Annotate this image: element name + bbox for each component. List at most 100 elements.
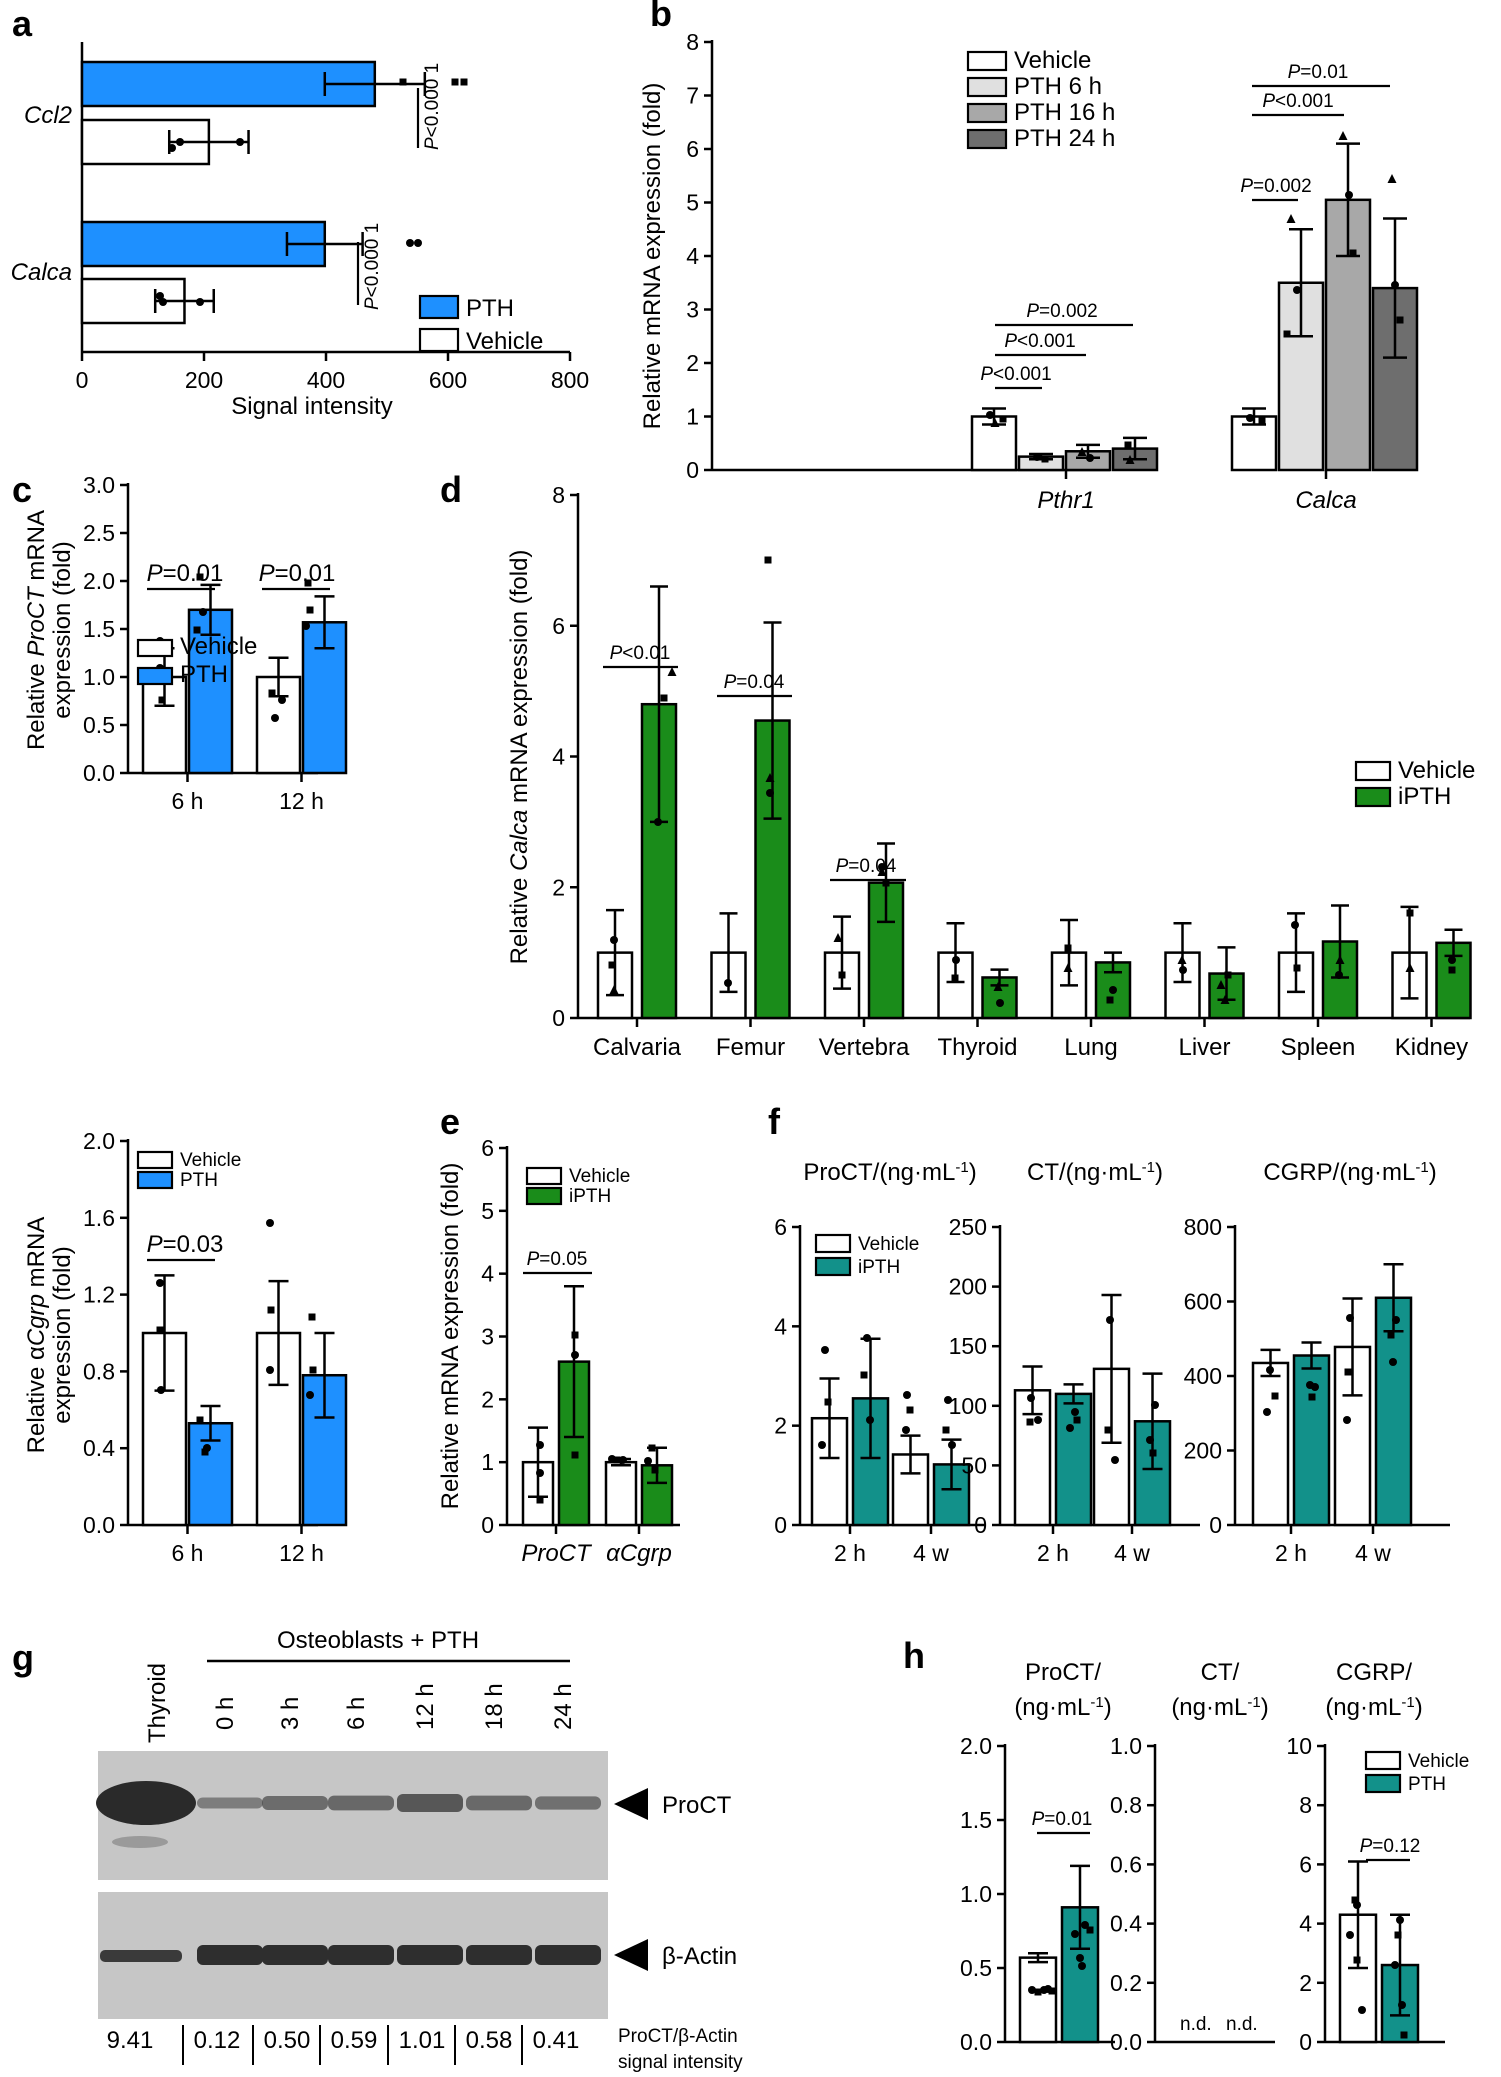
- b-legend-2-label: PTH 16 h: [1014, 99, 1115, 126]
- e-y-axis-title: Relative mRNA expression (fold): [437, 1163, 464, 1510]
- g-ratio-label-1: ProCT/β-Actin: [618, 2026, 738, 2047]
- a-p-value: P<0.000 1: [422, 63, 443, 150]
- d-data-point: [882, 879, 890, 887]
- f-data-point: [863, 1334, 871, 1342]
- d-category-label: Kidney: [1395, 1034, 1468, 1061]
- f-legend-vehicle-label: Vehicle: [858, 1234, 919, 1255]
- b-legend-2-swatch: [966, 102, 1008, 124]
- panel-f: f 0 2 4 6 2 h 4 w ProCT/(ng·mL-1) 0 50 100 150 200 25…: [768, 1101, 1450, 1566]
- h2-y-tick-label: 0.2: [1110, 1970, 1142, 1996]
- c2-data-point: [196, 1416, 204, 1424]
- c2-sig-1-label: P=0.03: [147, 1231, 224, 1258]
- f-data-point: [818, 1441, 826, 1449]
- h2-y-tick-label: 0.8: [1110, 1792, 1142, 1818]
- b-y-tick-label: 0: [686, 457, 699, 483]
- h-data-point: [1048, 1987, 1056, 1995]
- f3-y-tick-label: 200: [1184, 1438, 1222, 1464]
- f-legend-ipth-label: iPTH: [858, 1257, 900, 1278]
- h-data-point: [1398, 2001, 1406, 2009]
- f2-y-tick-label: 250: [949, 1214, 987, 1240]
- e-y-tick-label: 3: [481, 1324, 494, 1350]
- a-data-point: [451, 78, 459, 86]
- d-data-point: [610, 936, 618, 944]
- f-data-point: [1392, 1316, 1400, 1324]
- g-band-actin: [535, 1945, 601, 1965]
- c1-data-point: [306, 606, 314, 614]
- f-data-point: [1026, 1418, 1034, 1426]
- f-data-point: [1344, 1368, 1352, 1376]
- h2-nd-vehicle: n.d.: [1180, 2014, 1212, 2035]
- g-ratio-value: 0.12: [194, 2027, 241, 2054]
- f-data-point: [1266, 1366, 1274, 1374]
- d-y-tick-label: 8: [552, 482, 565, 508]
- c2-legend-vehicle-swatch: [136, 1150, 174, 1170]
- f2-y-tick-label: 50: [961, 1452, 987, 1478]
- d-data-point: [1179, 966, 1187, 974]
- c1-y-tick-label: 0.5: [83, 712, 115, 738]
- f2-category-label: 4 w: [1114, 1540, 1150, 1566]
- b-y-tick-label: 5: [686, 190, 699, 216]
- d-legend-ipth-label: iPTH: [1398, 783, 1451, 810]
- e-data-point: [613, 1456, 621, 1464]
- h2-title-2: (ng·mL-1): [1171, 1694, 1268, 1722]
- b-data-point: [1246, 414, 1254, 422]
- f-data-point: [1066, 1424, 1074, 1432]
- d-y-tick-label: 4: [552, 744, 565, 770]
- c1-y-tick-label: 3.0: [83, 472, 115, 498]
- c2-y-tick-label: 0.0: [83, 1512, 115, 1538]
- g-lane-label: Thyroid: [144, 1663, 171, 1743]
- h-data-point: [1034, 1988, 1042, 1996]
- g-band-label-actin: β-Actin: [662, 1943, 737, 1970]
- c2-legend-pth-label: PTH: [180, 1170, 218, 1191]
- e-category-label: αCgrp: [606, 1540, 672, 1567]
- d-data-point: [1293, 964, 1301, 972]
- a-legend-pth-swatch: [418, 294, 460, 320]
- d-sig-1-label: P<0.01: [610, 643, 671, 664]
- c1-data-point: [199, 608, 207, 616]
- d-data-point: [877, 867, 887, 876]
- f1-category-label: 2 h: [834, 1540, 866, 1566]
- h-data-point: [1351, 1896, 1359, 1904]
- a-bar-pth-calca: [80, 220, 327, 268]
- panel-letter: g: [12, 1637, 34, 1678]
- a-category-label: Calca: [11, 259, 72, 286]
- h1-y-tick-label: 0.5: [960, 1955, 992, 1981]
- c2-y-tick-label: 0.4: [83, 1435, 115, 1461]
- h-data-point: [1078, 1962, 1086, 1970]
- f2-y-tick-label: 200: [949, 1274, 987, 1300]
- h3-title-2: (ng·mL-1): [1325, 1694, 1422, 1722]
- h1-y-tick-label: 0.0: [960, 2029, 992, 2055]
- b-data-point: [1293, 286, 1301, 294]
- h-data-point: [1028, 1986, 1036, 1994]
- d-data-point: [1335, 971, 1343, 979]
- panel-c-bottom: 0.0 0.4 0.8 1.2 1.6 2.0 6 h 12 h Relative αCgrp …: [23, 1128, 348, 1566]
- f-data-point: [866, 1416, 874, 1424]
- d-data-point: [667, 667, 677, 676]
- d-data-point: [1291, 921, 1299, 929]
- f-data-point: [1104, 1426, 1112, 1434]
- d-data-point: [1106, 996, 1114, 1004]
- f3-y-tick-label: 800: [1184, 1214, 1222, 1240]
- c1-y-tick-label: 2.0: [83, 568, 115, 594]
- e-data-point: [619, 1456, 627, 1464]
- b-data-point: [999, 415, 1007, 423]
- h1-title-2: (ng·mL-1): [1014, 1694, 1111, 1722]
- b-legend-3-label: PTH 24 h: [1014, 125, 1115, 152]
- panel-letter: d: [440, 469, 462, 510]
- f-data-point: [1343, 1416, 1351, 1424]
- f-data-point: [906, 1406, 914, 1414]
- panel-a: a 0 200 400 600 800 Signal intensity Ccl2 Calca P…: [11, 3, 590, 420]
- h1-y-tick-label: 1.5: [960, 1807, 992, 1833]
- h1-sig-label: P=0.01: [1032, 1809, 1093, 1830]
- h-data-point: [1353, 1956, 1361, 1964]
- d-data-point: [952, 956, 960, 964]
- e-data-point: [648, 1444, 656, 1452]
- b-data-point: [986, 411, 994, 419]
- c2-data-point: [201, 1448, 209, 1456]
- h3-y-tick-label: 2: [1299, 1970, 1312, 1996]
- e-sig-1-label: P=0.05: [527, 1249, 588, 1270]
- f-data-point: [1271, 1392, 1279, 1400]
- d-legend-vehicle-swatch: [1354, 760, 1392, 782]
- f-data-point: [1106, 1316, 1114, 1324]
- a-x-tick-label: 800: [551, 367, 589, 393]
